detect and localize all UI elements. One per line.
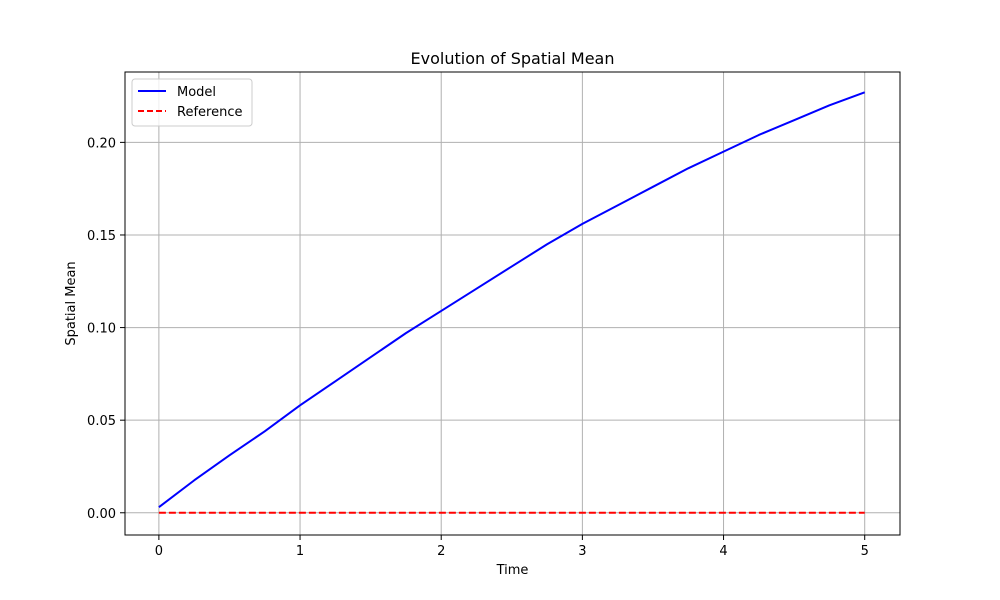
y-axis-ticks: 0.00 0.05 0.10 0.15 0.20 bbox=[87, 136, 125, 522]
y-tick-label: 0.05 bbox=[87, 414, 116, 429]
x-tick-label: 4 bbox=[719, 544, 727, 559]
legend: Model Reference bbox=[131, 78, 253, 127]
legend-label-model: Model bbox=[177, 85, 216, 100]
y-tick-label: 0.20 bbox=[87, 136, 116, 151]
axes-frame bbox=[124, 71, 901, 536]
plot-series bbox=[158, 91, 866, 514]
x-tick-label: 3 bbox=[578, 544, 586, 559]
x-tick-label: 0 bbox=[155, 544, 163, 559]
x-tick-label: 5 bbox=[861, 544, 869, 559]
x-tick-label: 1 bbox=[296, 544, 304, 559]
legend-label-reference: Reference bbox=[177, 105, 242, 120]
y-axis-label: Spatial Mean bbox=[64, 261, 79, 345]
x-axis-label: Time bbox=[496, 563, 529, 578]
y-tick-label: 0.10 bbox=[87, 322, 116, 337]
series-line-model bbox=[158, 91, 866, 509]
x-tick-label: 2 bbox=[437, 544, 445, 559]
x-axis-ticks: 0 1 2 3 4 5 bbox=[155, 535, 869, 559]
chart-title: Evolution of Spatial Mean bbox=[411, 49, 615, 68]
y-tick-label: 0.00 bbox=[87, 507, 116, 522]
y-tick-label: 0.15 bbox=[87, 229, 116, 244]
